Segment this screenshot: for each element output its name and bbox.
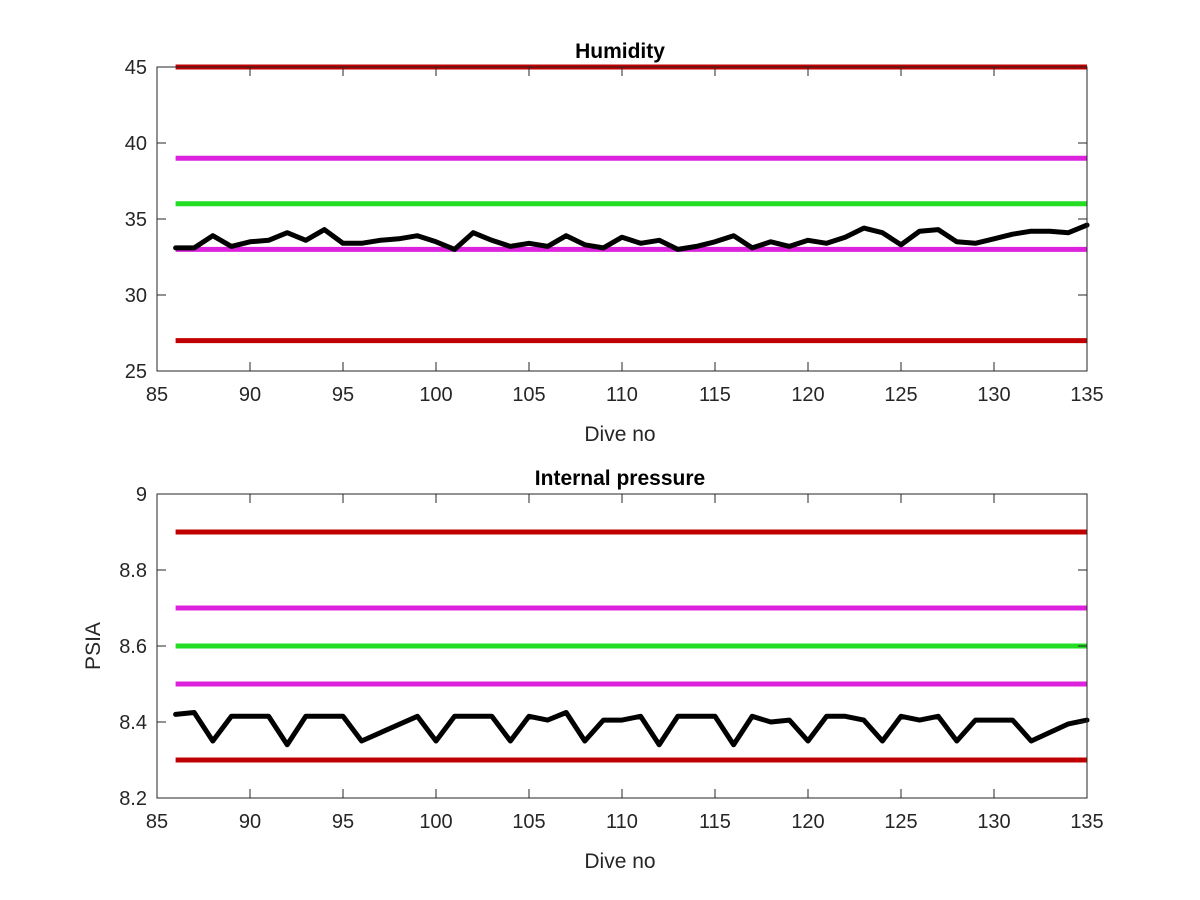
internal-pressure-chart: Internal pressure 85 90 95 100 105 110 115 120 1… (82, 467, 1104, 873)
y-axis-label: PSIA (82, 622, 105, 670)
series-lines (173, 710, 1090, 748)
y-tick-label: 8.4 (119, 712, 147, 734)
y-ticks: 25 30 35 40 45 (125, 57, 1087, 383)
y-tick-label: 8.2 (119, 788, 147, 810)
plot-area (157, 67, 1087, 371)
series-line (173, 222, 1090, 252)
x-tick-label: 120 (791, 384, 824, 406)
x-tick-label: 115 (699, 384, 731, 406)
x-tick-label: 100 (419, 811, 452, 833)
x-tick-label: 105 (512, 811, 545, 833)
x-ticks: 85 90 95 100 105 110 115 120 125 130 135 (146, 67, 1104, 406)
y-tick-label: 8.6 (119, 636, 147, 658)
x-axis-label: Dive no (584, 850, 655, 873)
x-tick-label: 125 (884, 811, 917, 833)
x-tick-label: 135 (1070, 811, 1103, 833)
threshold-lines (175, 529, 1087, 763)
y-tick-label: 35 (125, 209, 147, 231)
chart-title: Internal pressure (535, 467, 705, 490)
x-tick-label: 90 (239, 811, 261, 833)
x-tick-label: 85 (146, 384, 168, 406)
y-tick-label: 9 (136, 484, 147, 506)
x-ticks: 85 90 95 100 105 110 115 120 125 130 135 (146, 494, 1104, 833)
y-tick-label: 45 (125, 57, 147, 79)
x-tick-label: 135 (1070, 384, 1103, 406)
x-tick-label: 125 (884, 384, 917, 406)
y-tick-label: 30 (125, 285, 147, 307)
x-tick-label: 85 (146, 811, 168, 833)
x-tick-label: 115 (699, 811, 731, 833)
x-tick-label: 110 (606, 384, 638, 406)
x-tick-label: 90 (239, 384, 261, 406)
series-line (173, 710, 1090, 748)
x-tick-label: 100 (419, 384, 452, 406)
y-tick-label: 25 (125, 361, 147, 383)
x-tick-label: 95 (332, 384, 354, 406)
x-axis-label: Dive no (584, 423, 655, 446)
x-tick-label: 130 (977, 384, 1010, 406)
chart-title: Humidity (575, 40, 665, 63)
y-tick-label: 8.8 (119, 560, 147, 582)
series-lines (173, 222, 1090, 252)
humidity-chart: Humidity 85 90 95 100 105 110 115 120 125 130 135 … (125, 40, 1104, 446)
y-tick-label: 40 (125, 133, 147, 155)
x-tick-label: 120 (791, 811, 824, 833)
x-tick-label: 105 (512, 384, 545, 406)
y-ticks: 8.2 8.4 8.6 8.8 9 (119, 484, 1087, 810)
x-tick-label: 110 (606, 811, 638, 833)
x-tick-label: 130 (977, 811, 1010, 833)
x-tick-label: 95 (332, 811, 354, 833)
